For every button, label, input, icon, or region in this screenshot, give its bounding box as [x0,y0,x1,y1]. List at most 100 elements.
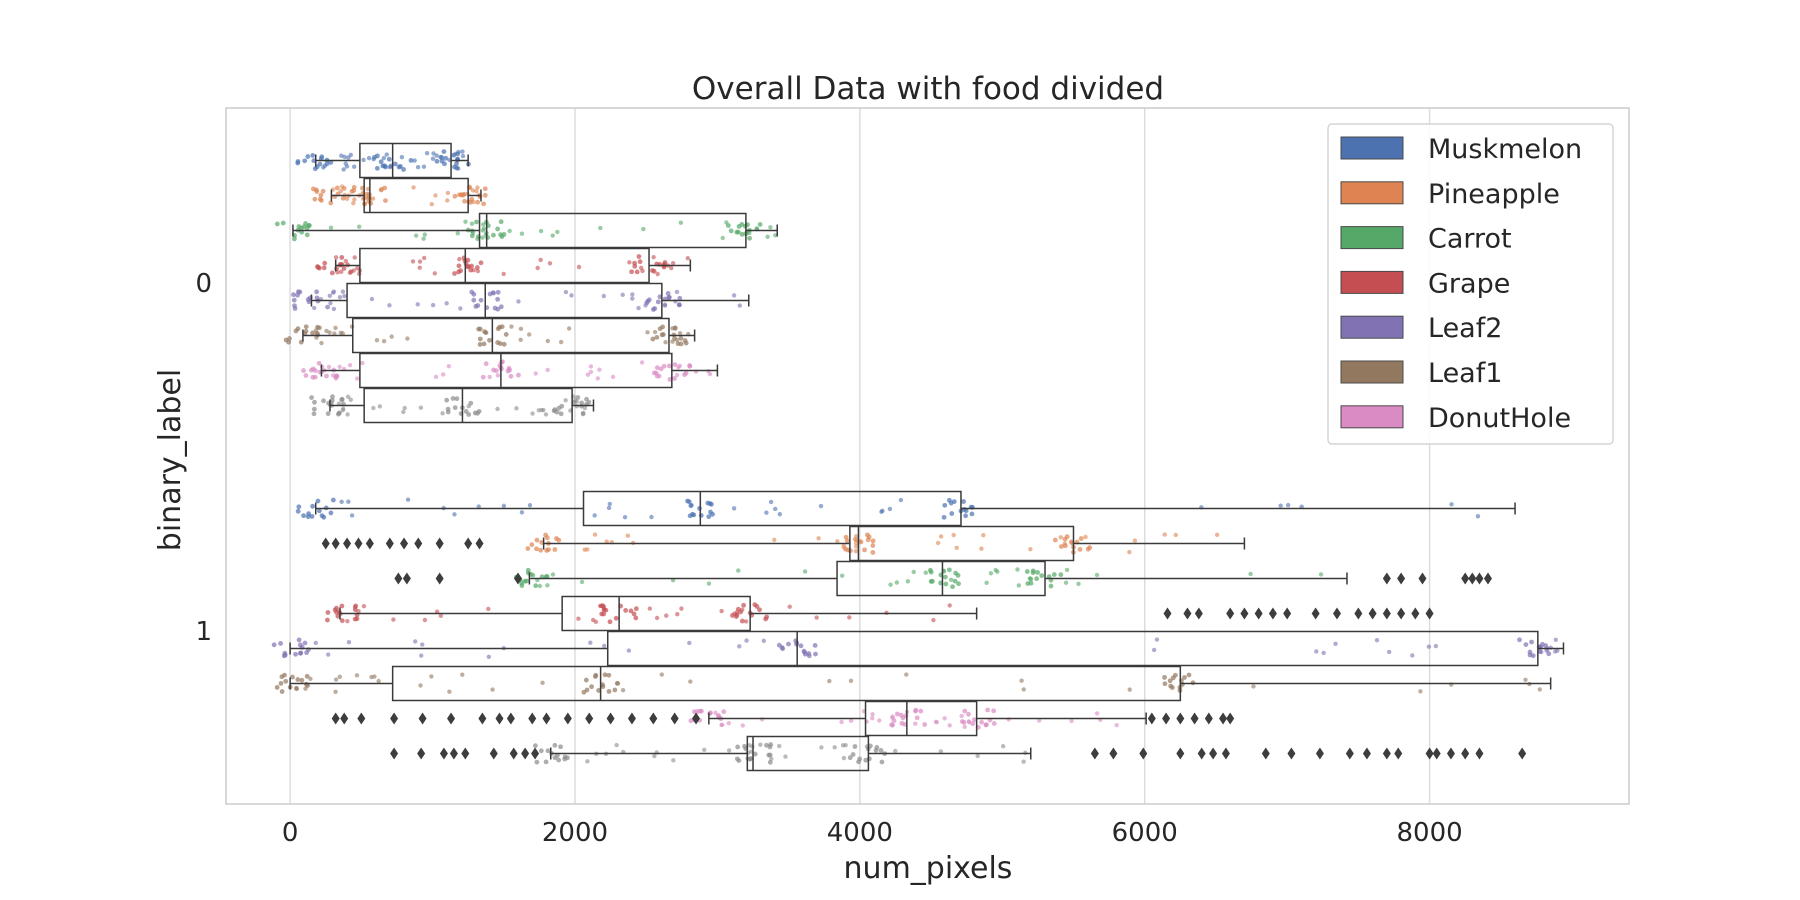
flier-point [1226,607,1235,620]
strip-point [491,232,496,238]
strip-point [604,539,609,544]
strip-point [465,257,471,263]
strip-point [302,158,308,164]
strip-point [949,511,955,516]
strip-point [870,712,875,717]
strip-point [374,165,380,171]
flier-point [1194,607,1203,620]
strip-point [361,603,367,609]
flier-point [321,537,330,550]
strip-point [445,190,451,196]
strip-point [866,756,872,762]
strip-point [295,292,300,298]
strip-point [938,534,944,539]
strip-point [339,255,345,260]
strip-point [840,743,846,748]
strip-point [931,617,936,623]
strip-point [677,302,682,308]
strip-point [651,254,656,260]
box-group [310,177,488,214]
strip-point [382,185,388,191]
strip-point [555,229,560,235]
strip-point [1386,649,1392,655]
strip-point [346,640,352,645]
strip-point [959,719,965,724]
strip-point [731,293,737,298]
strip-point [552,742,558,748]
strip-point [339,603,345,609]
y-tick-label: 1 [195,617,212,647]
strip-point [644,300,650,306]
strip-point [614,742,619,748]
strip-point [353,603,359,609]
strip-point [816,536,821,541]
strip-point [306,511,311,516]
strip-point [585,372,591,377]
strip-point [632,263,638,269]
strip-point [329,270,335,276]
strip-point [283,337,289,343]
strip-point [420,642,425,647]
strip-point [1374,637,1380,643]
strip-point [352,255,357,260]
legend-item: Leaf1 [1340,358,1502,389]
strip-point [1083,534,1088,540]
strip-point [719,608,724,614]
strip-point [1523,677,1528,683]
strip-point [598,225,603,231]
x-tick-label: 2000 [542,818,608,848]
strip-point [378,187,384,193]
strip-point [334,609,339,615]
strip-point [672,376,677,381]
flier-point [606,712,615,725]
legend-swatch [1340,315,1404,339]
strip-point [984,580,989,585]
strip-point [813,651,818,657]
strip-point [291,297,297,303]
strip-point [848,718,854,723]
strip-point [1028,580,1034,586]
strip-point [310,153,316,158]
flier-point [1219,712,1228,725]
strip-point [1173,532,1178,538]
strip-point [377,404,383,409]
strip-point [1030,568,1036,574]
strip-point [450,396,456,401]
strip-point [563,289,569,295]
strip-point [966,711,971,717]
flier-point [1283,607,1292,620]
strip-point [457,256,462,262]
strip-point [1333,641,1338,647]
strip-point [486,606,491,612]
strip-point [1085,546,1091,552]
strip-point [348,397,353,402]
strip-point [1552,649,1558,654]
strip-point [463,219,468,224]
box-group [301,352,719,389]
strip-point [530,411,535,416]
strip-point [652,306,658,311]
strip-point [586,399,592,405]
flier-point [1382,572,1391,585]
strip-point [754,604,760,609]
strip-point [328,160,334,165]
strip-point [440,411,445,416]
strip-point [298,650,304,656]
strip-point [1051,572,1057,577]
flier-point [449,747,458,760]
strip-point [471,297,477,303]
strip-point [415,302,420,307]
strip-point [383,198,388,203]
strip-point [431,151,436,156]
box [346,282,663,319]
strip-point [418,405,424,410]
flier-point [1461,572,1470,585]
strip-points [301,359,713,382]
box-group [390,735,1527,772]
strip-point [947,723,952,728]
strip-point [543,759,549,765]
strip-point [966,719,972,724]
strip-point [405,497,411,502]
strip-point [405,336,410,341]
strip-point [672,336,677,342]
